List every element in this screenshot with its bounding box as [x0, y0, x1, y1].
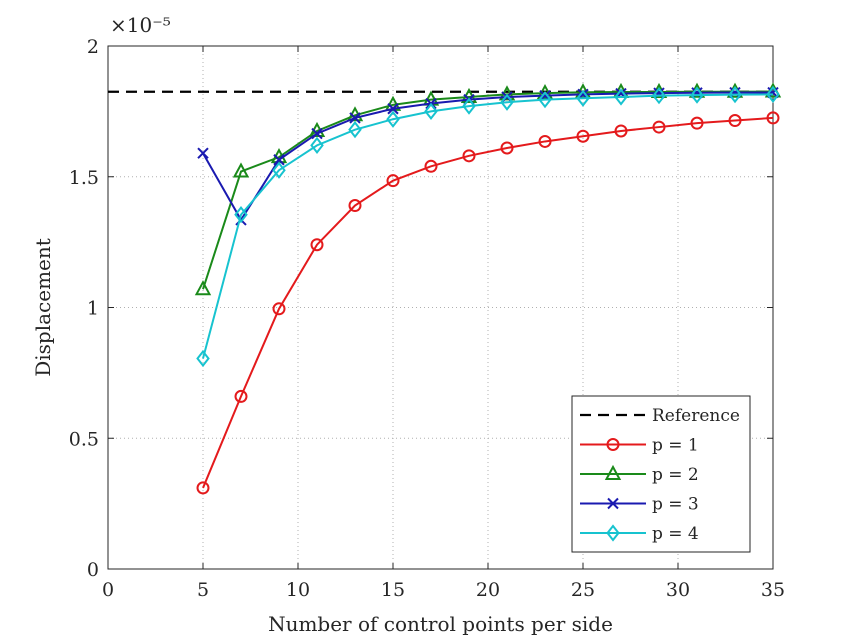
- y-tick-label: 1: [87, 298, 99, 320]
- data-point: [652, 87, 666, 105]
- data-point: [576, 129, 590, 143]
- legend-entry: p = 2: [580, 464, 699, 485]
- series-line-p4: [202, 93, 774, 359]
- x-tick-label: 20: [476, 579, 500, 601]
- data-point: [386, 174, 400, 188]
- legend-marker: [606, 438, 620, 451]
- legend-entry: p = 3: [580, 495, 699, 515]
- y-tick-label: 0.5: [69, 428, 99, 450]
- legend-marker: [607, 497, 619, 510]
- data-point: [500, 141, 514, 155]
- legend: Reference p = 1 p = 2 p = 3 p = 4: [571, 395, 751, 553]
- data-point: [272, 161, 286, 179]
- x-tick-label: 10: [286, 579, 310, 601]
- data-point: [232, 162, 250, 178]
- data-point: [576, 89, 590, 107]
- axis-ticks: 0 5 10 15 20 25 30 35 0 0.5 1 1.5 2: [69, 36, 785, 601]
- legend-marker: [606, 524, 620, 542]
- data-point: [310, 136, 324, 154]
- data-point: [234, 389, 248, 403]
- data-point: [766, 85, 780, 103]
- data-point: [462, 97, 476, 115]
- x-tick-label: 15: [381, 579, 405, 601]
- data-point: [690, 116, 704, 130]
- x-tick-label: 25: [571, 579, 595, 601]
- data-point: [386, 110, 400, 128]
- x-tick-label: 5: [197, 579, 209, 601]
- series-p4: [196, 85, 780, 368]
- data-point: [197, 147, 209, 159]
- data-point: [614, 124, 628, 138]
- x-tick-label: 0: [102, 579, 114, 601]
- x-tick-label: 30: [666, 579, 690, 601]
- data-point: [387, 103, 399, 115]
- data-point: [690, 86, 704, 104]
- data-point: [311, 127, 323, 140]
- data-point: [196, 349, 210, 368]
- data-point: [538, 90, 552, 109]
- legend-label: p = 2: [652, 465, 699, 485]
- series-line-p1: [202, 116, 774, 489]
- series-layer: [108, 82, 782, 495]
- data-point: [194, 280, 212, 296]
- series-p3: [197, 86, 779, 226]
- y-axis-label: Displacement: [31, 238, 55, 377]
- data-point: [766, 111, 780, 125]
- legend-label: Reference: [652, 406, 740, 426]
- data-point: [424, 159, 438, 173]
- y-tick-label: 2: [87, 36, 99, 58]
- y-tick-label: 1.5: [69, 167, 99, 189]
- data-point: [273, 154, 285, 166]
- data-point: [348, 121, 362, 139]
- series-line-p3: [202, 91, 773, 222]
- data-point: [234, 206, 248, 224]
- data-point: [462, 149, 476, 163]
- legend-label: p = 1: [652, 436, 699, 456]
- x-axis-label: Number of control points per side: [268, 612, 613, 636]
- data-point: [614, 88, 628, 106]
- data-point: [728, 86, 742, 104]
- data-point: [424, 102, 438, 120]
- legend-entry: p = 4: [580, 524, 699, 544]
- legend-label: p = 4: [652, 524, 699, 544]
- data-point: [652, 120, 666, 134]
- x-tick-label: 35: [761, 579, 785, 601]
- legend-entry: Reference: [580, 406, 740, 426]
- y-tick-label: 0: [87, 559, 99, 581]
- legend-marker: [604, 464, 622, 480]
- legend-label: p = 3: [652, 495, 699, 515]
- data-point: [310, 238, 324, 252]
- data-point: [272, 302, 286, 316]
- y-multiplier-label: ×10⁻⁵: [110, 13, 171, 37]
- data-point: [538, 134, 552, 148]
- grid: [108, 46, 773, 569]
- data-point: [196, 481, 210, 495]
- series-line-p2: [202, 90, 774, 290]
- legend-entry: p = 1: [580, 436, 699, 456]
- data-point: [348, 199, 362, 213]
- data-point: [500, 93, 514, 111]
- data-point: [349, 112, 361, 124]
- series-p1: [196, 111, 780, 495]
- data-point: [728, 114, 742, 128]
